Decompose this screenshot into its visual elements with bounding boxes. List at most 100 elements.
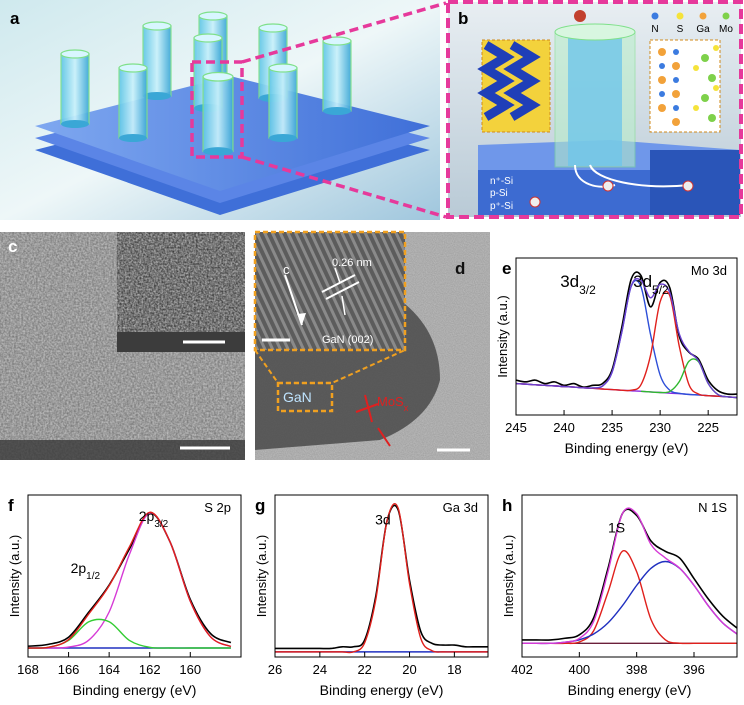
electron	[602, 180, 614, 192]
plot-frame	[27, 494, 242, 658]
panel-label: e	[502, 259, 511, 278]
panel-label: c	[8, 237, 17, 256]
panel-label: b	[458, 9, 468, 28]
nanowire	[268, 63, 298, 142]
shell-marker	[377, 427, 391, 447]
crystal-pattern	[477, 41, 541, 121]
peak-label: 2p3/2	[139, 508, 169, 530]
spectrum-line	[522, 508, 738, 641]
core-label: GaN	[283, 389, 312, 405]
legend-dot	[722, 12, 730, 20]
shell-label: MoSx	[377, 394, 409, 413]
peak-label: 3d	[375, 511, 391, 527]
plot-frame	[515, 257, 738, 416]
ga-atoms	[658, 48, 680, 126]
x-tick-label: 230	[649, 420, 671, 435]
spectrum-line	[522, 507, 738, 645]
nanowire	[118, 63, 148, 142]
x-tick-label: 160	[179, 662, 201, 677]
spectrum-line	[27, 618, 231, 649]
spectrum-line	[640, 358, 738, 399]
peak-label-text: 3d	[633, 272, 652, 291]
inset-frame	[253, 230, 407, 352]
sem-edge	[0, 440, 245, 460]
plot-frame	[521, 494, 738, 658]
zoom-line	[241, 1, 447, 64]
legend-label: N	[651, 24, 658, 35]
x-tick-label: 18	[447, 662, 461, 677]
panel-label: h	[502, 496, 512, 515]
legend-label: Mo	[719, 24, 733, 35]
x-axis-label: Binding energy (eV)	[565, 440, 689, 456]
peak-label-text: 1S	[608, 520, 625, 536]
xps-chart: 168 166 164 162 160 Binding energy (eV) Intens…	[7, 494, 242, 698]
spectrum-line	[27, 512, 232, 647]
layer-label: p-Si	[490, 188, 508, 199]
x-tick-label: 24	[313, 662, 327, 677]
plane-label: GaN (002)	[322, 334, 373, 346]
xps-chart: 245 240 235 230 225 Binding energy (eV) Intens…	[495, 257, 738, 456]
x-tick-label: 225	[697, 420, 719, 435]
panel-label: d	[455, 259, 465, 278]
zoom-frame	[446, 0, 743, 219]
spectrum-line	[27, 512, 232, 649]
peak-label-text: 3d	[375, 511, 391, 527]
nanowire	[322, 36, 352, 115]
spectrum-line	[522, 550, 737, 645]
chart-title: S 2p	[204, 500, 231, 515]
plot-frame	[274, 494, 489, 658]
peak-label-text: 2p	[71, 560, 87, 576]
electron	[682, 180, 694, 192]
shell-label-sub: x	[404, 403, 409, 413]
shell-label-text: MoS	[377, 394, 404, 409]
panel-a: a	[0, 0, 447, 220]
panel-label: a	[10, 9, 20, 28]
x-tick-label: 245	[505, 420, 527, 435]
mo-atoms	[701, 54, 716, 122]
lattice-marker	[341, 295, 346, 316]
peak-label: 2p1/2	[71, 560, 101, 582]
zoom-box	[190, 60, 244, 159]
panel-label: f	[8, 496, 14, 515]
layer-label: p⁺-Si	[490, 201, 513, 212]
x-tick-label: 164	[98, 662, 120, 677]
layer-label: n⁺-Si	[490, 176, 513, 187]
x-axis-label: Binding energy (eV)	[73, 682, 197, 698]
x-tick-label: 235	[601, 420, 623, 435]
x-tick-label: 162	[139, 662, 161, 677]
device-side	[650, 150, 740, 215]
spectrum-line	[27, 511, 232, 649]
panel-c: c	[0, 232, 245, 460]
peak-label-sub: 3/2	[154, 519, 168, 530]
x-tick-label: 20	[402, 662, 416, 677]
lattice-marker	[325, 281, 360, 300]
spectrum-line	[515, 271, 738, 396]
legend-dot	[651, 12, 659, 20]
panel-b: N S Ga Mo n⁺-Si p-Si p⁺-Si b	[446, 0, 743, 219]
sem-inset-texture	[117, 232, 245, 332]
arrow-head	[297, 313, 306, 325]
chart-title: Mo 3d	[691, 263, 727, 278]
legend-dot	[676, 12, 684, 20]
zoom-box	[276, 381, 334, 413]
shell-marker	[355, 403, 379, 413]
legend-dot	[699, 12, 707, 20]
x-tick-label: 26	[268, 662, 282, 677]
n-atoms	[659, 49, 679, 111]
chart-title: N 1S	[698, 500, 727, 515]
x-tick-label: 168	[17, 662, 39, 677]
spectrum-line	[275, 503, 488, 654]
peak-label: 1S	[608, 520, 625, 536]
peak-label: 3d5/2	[633, 272, 669, 297]
x-tick-label: 240	[553, 420, 575, 435]
nanowire-core	[568, 38, 622, 166]
peak-label-text: 3d	[560, 272, 579, 291]
legend-label: S	[677, 24, 684, 35]
lattice-marker	[321, 274, 356, 293]
spectrum-line	[522, 560, 738, 645]
zoom-line	[241, 155, 447, 219]
lattice-marker	[334, 267, 341, 284]
x-tick-label: 400	[568, 662, 590, 677]
